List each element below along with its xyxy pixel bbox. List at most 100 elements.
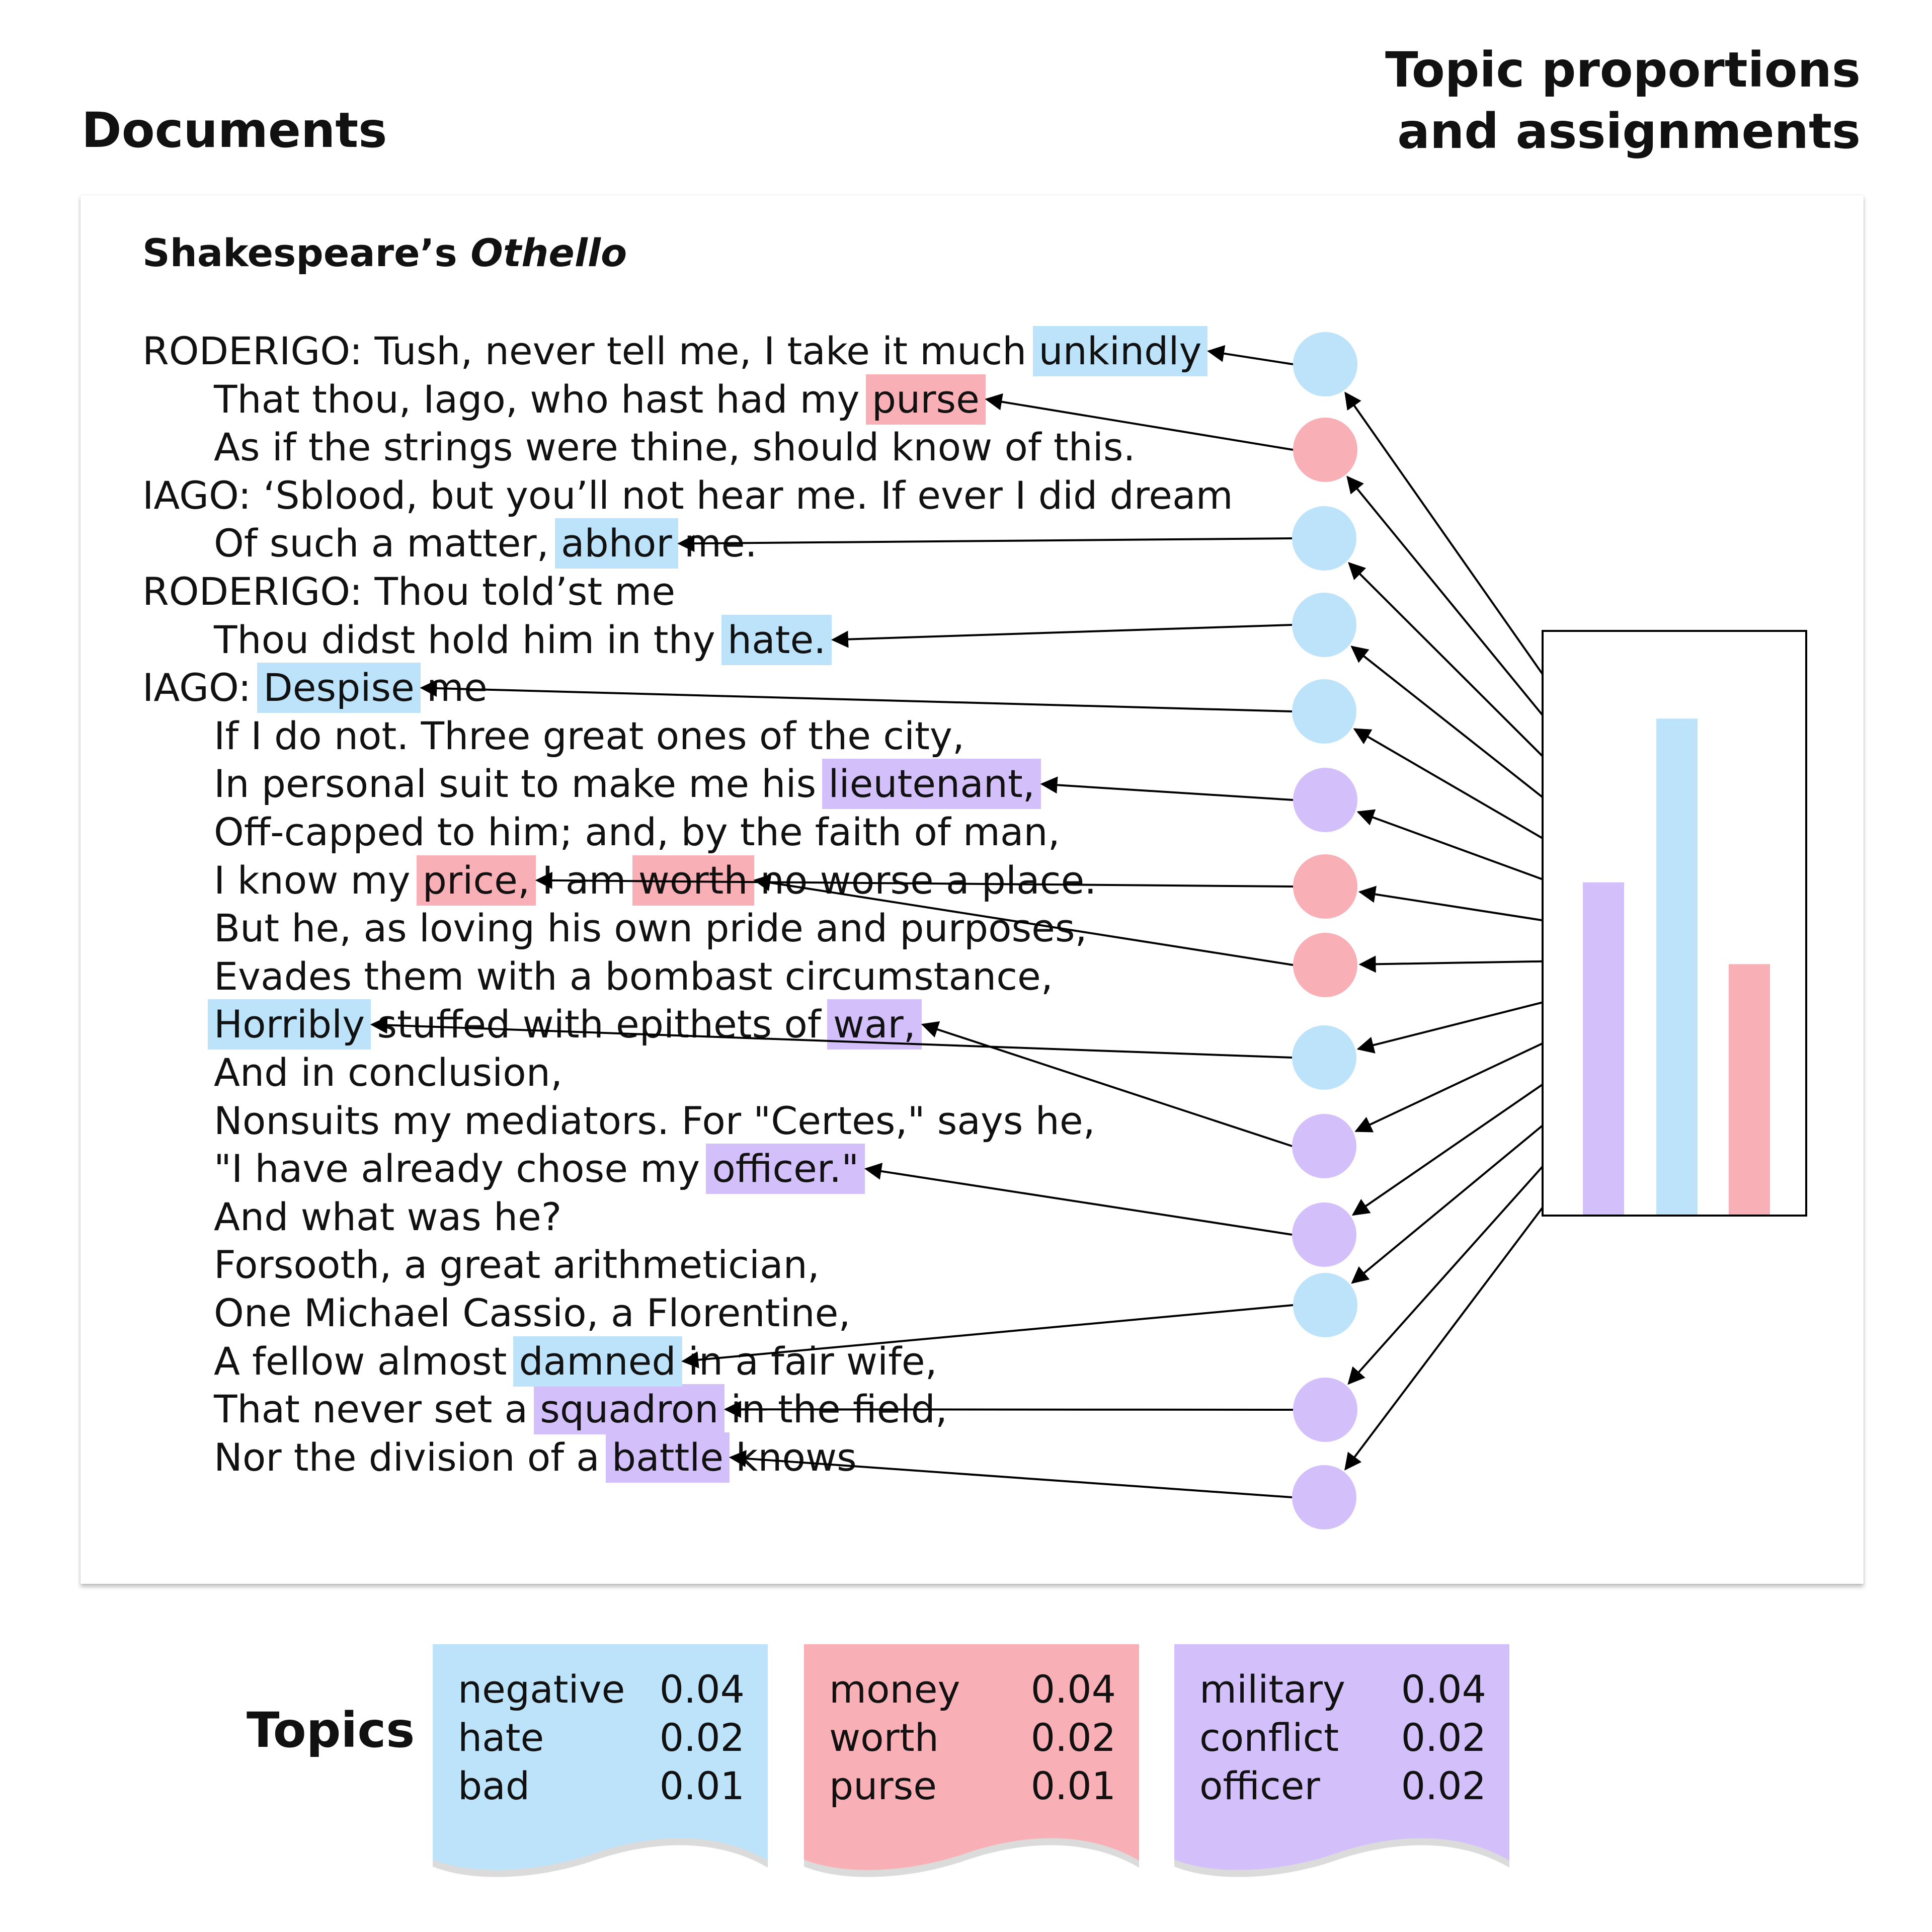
document-word: in (731, 1387, 766, 1432)
document-word: ever (917, 472, 1003, 518)
document-word: the (293, 1434, 357, 1480)
document-word: with (476, 953, 557, 999)
topic-word-row: negative 0.04 (458, 1665, 745, 1714)
document-word: he, (1035, 1098, 1095, 1143)
document-word: my (350, 857, 411, 903)
highlighted-word: worth (638, 857, 748, 903)
document-word: a (610, 1291, 634, 1335)
topic-word-term: conflict (1199, 1715, 1339, 1760)
topic-card-shape (804, 1644, 1139, 1877)
document-word: dream (1109, 472, 1233, 518)
document-word: matter, (407, 521, 549, 566)
topic-word-row: purse 0.01 (829, 1762, 1116, 1810)
document-line: Forsooth, a great arithmetician, (214, 1241, 820, 1289)
word-highlight-negative (208, 999, 371, 1050)
document-title: Shakespeare’s Othello (142, 229, 627, 277)
topic-word-term: worth (829, 1715, 939, 1760)
document-word: by (681, 810, 728, 854)
highlighted-word: damned (519, 1338, 676, 1384)
document-line: In personal suit to make me his lieutena… (214, 760, 1035, 808)
document-word: me, (678, 329, 752, 373)
document-line: If I do not. Three great ones of the cit… (214, 712, 964, 760)
topic-word-term: hate (458, 1715, 544, 1760)
document-word: were (525, 425, 618, 470)
document-word: but (430, 472, 494, 518)
document-word: And (214, 1050, 289, 1095)
document-word: a (576, 1434, 600, 1480)
document-word: Iago, (423, 376, 518, 422)
document-word: personal (261, 761, 427, 807)
document-word: "Certes," (753, 1098, 925, 1143)
topic-word-probability: 0.02 (659, 1715, 745, 1760)
document-word: purposes, (900, 906, 1087, 951)
document-word: mediators. (464, 1098, 670, 1143)
document-line: And in conclusion, (214, 1049, 562, 1097)
document-line: RODERIGO: Tush, never tell me, I take it… (142, 327, 1201, 375)
document-word: fair (770, 1338, 834, 1384)
document-word: Cassio, (462, 1291, 599, 1335)
document-word: them (364, 953, 464, 999)
topic-word-term: purse (829, 1763, 937, 1808)
document-word: knows (736, 1434, 857, 1480)
document-word: A (214, 1338, 240, 1384)
document-line: One Michael Cassio, a Florentine, (214, 1289, 851, 1337)
document-word: Off-capped (214, 810, 425, 854)
highlighted-word: price, (422, 857, 530, 903)
document-word: pride (705, 906, 803, 951)
document-word: the (778, 1387, 841, 1432)
document-line: That never set a squadron in the field, (214, 1385, 947, 1433)
document-word: you’ll (505, 472, 609, 518)
highlighted-word: squadron (540, 1387, 719, 1432)
topic-word-term: officer (1199, 1763, 1320, 1808)
document-word: wife, (846, 1338, 937, 1384)
document-word: bombast (605, 953, 773, 999)
document-word: Thou (374, 569, 470, 614)
document-word: do (274, 713, 322, 758)
word-highlight-military (534, 1384, 725, 1435)
document-word: IAGO: (142, 665, 252, 710)
document-word: fellow (252, 1338, 365, 1384)
document-word: RODERIGO: (142, 569, 363, 614)
topic-word-probability: 0.04 (1030, 1667, 1116, 1712)
document-word: Three (421, 713, 531, 758)
document-word: Nor (214, 1434, 282, 1480)
topic-word-probability: 0.04 (1401, 1667, 1486, 1712)
document-word: he, (291, 906, 352, 951)
topic-word-row: hate 0.02 (458, 1714, 745, 1762)
document-word: who (530, 376, 609, 422)
document-word: If (214, 713, 239, 758)
topic-word-term: military (1199, 1667, 1345, 1712)
document-line: A fellow almost damned in a fair wife, (214, 1337, 937, 1386)
document-word: One (214, 1291, 292, 1335)
document-line: Nor the division of a battle knows (214, 1433, 857, 1482)
document-word: of (914, 810, 951, 854)
document-word: know (891, 425, 993, 470)
document-word: great (542, 713, 644, 758)
document-word: Nonsuits (214, 1098, 380, 1143)
highlighted-word: war, (833, 1002, 916, 1047)
document-word: hast (621, 376, 704, 422)
document-word: chose (516, 1146, 628, 1191)
word-highlight-money (865, 374, 986, 425)
document-word: set (434, 1387, 493, 1432)
document-word: and (816, 906, 888, 951)
document-word: of (1004, 425, 1041, 470)
document-word: stuffed (377, 1002, 511, 1047)
document-word: already (361, 1146, 504, 1191)
document-word: Michael (303, 1291, 451, 1335)
document-word: Of (214, 521, 258, 566)
document-word: ones (656, 713, 747, 758)
document-word: I (1015, 472, 1026, 518)
document-word: never (485, 329, 595, 373)
topics-heading: Topics (247, 1702, 415, 1758)
document-line: Off-capped to him; and, by the faith of … (214, 808, 1060, 856)
document-word: this. (1053, 425, 1136, 470)
document-word: I (214, 857, 225, 903)
topic-card-negative: negative 0.04 hate 0.02 bad 0.01 (433, 1644, 768, 1886)
document-line: Horribly stuffed with epithets of war, (214, 1000, 916, 1049)
document-line: Evades them with a bombast circumstance, (214, 952, 1053, 1001)
document-word: did (1038, 472, 1098, 518)
document-word: his (547, 906, 602, 951)
document-word: much (920, 329, 1027, 373)
topic-word-row: military 0.04 (1199, 1665, 1486, 1714)
